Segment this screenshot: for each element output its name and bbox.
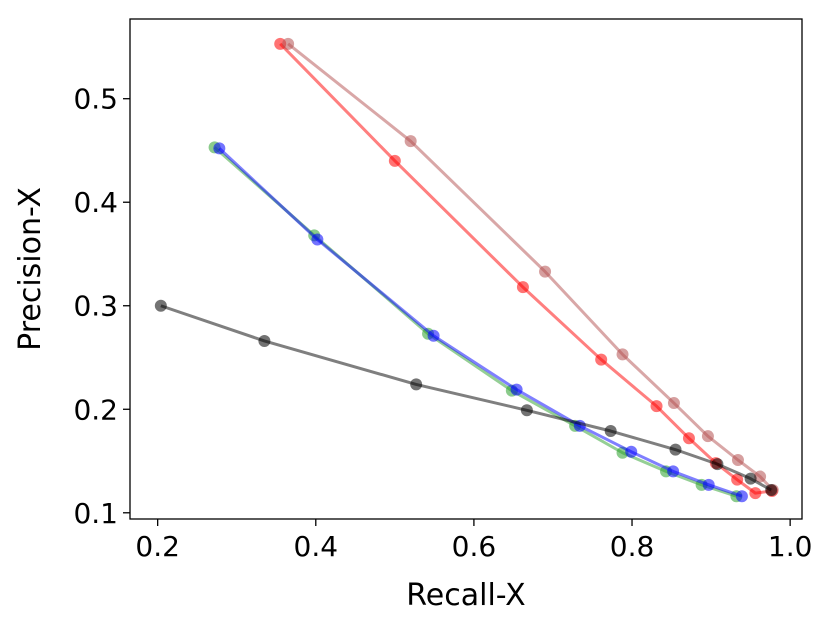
- data-point: [213, 142, 226, 155]
- data-point: [539, 265, 552, 278]
- data-point: [516, 281, 529, 294]
- series-line: [218, 147, 743, 498]
- x-tick-label: 0.2: [135, 530, 180, 563]
- data-point: [258, 334, 271, 347]
- data-point: [520, 404, 533, 417]
- data-point: [625, 445, 638, 458]
- data-point: [427, 329, 440, 342]
- plot-frame: [129, 18, 803, 520]
- data-point: [667, 465, 680, 478]
- x-tick-label: 0.8: [610, 530, 655, 563]
- y-tick-label: 0.5: [73, 83, 118, 116]
- series-line: [279, 42, 773, 495]
- x-tick-label: 0.4: [294, 530, 339, 563]
- series-line: [160, 304, 772, 492]
- data-point: [731, 453, 744, 466]
- series-4: [154, 299, 778, 497]
- series-line: [287, 42, 774, 492]
- data-point: [282, 37, 295, 50]
- data-point: [749, 487, 762, 500]
- data-point: [731, 473, 744, 486]
- data-point: [410, 378, 423, 391]
- data-point: [404, 135, 417, 148]
- data-point: [701, 430, 714, 443]
- data-point: [154, 299, 167, 312]
- series-0: [208, 141, 743, 503]
- x-tick-label: 1.0: [768, 530, 813, 563]
- data-point: [765, 484, 778, 497]
- data-point: [702, 478, 715, 491]
- data-point: [744, 472, 757, 485]
- data-point: [595, 353, 608, 366]
- data-point: [711, 458, 724, 471]
- data-point: [311, 233, 324, 246]
- data-point: [510, 383, 523, 396]
- data-point: [667, 397, 680, 410]
- series-2: [274, 37, 778, 500]
- data-point: [650, 400, 663, 413]
- data-point: [754, 470, 767, 483]
- data-point: [669, 443, 682, 456]
- plot-area: [154, 37, 779, 503]
- data-point: [604, 425, 617, 438]
- y-axis-title: Precision-X: [13, 187, 48, 351]
- y-tick-label: 0.4: [73, 186, 118, 219]
- series-3: [282, 37, 779, 497]
- data-point: [388, 154, 401, 167]
- y-tick-label: 0.1: [73, 497, 118, 530]
- data-point: [616, 348, 629, 361]
- x-axis-title: Recall-X: [406, 578, 525, 613]
- data-point: [682, 432, 695, 445]
- x-tick-label: 0.6: [452, 530, 497, 563]
- data-point: [735, 490, 748, 503]
- y-tick-label: 0.3: [73, 290, 118, 323]
- ticks: 0.2 0.4 0.6 0.8 1.0 0.1 0.2 0.3 0.4 0.5: [73, 83, 812, 563]
- y-tick-label: 0.2: [73, 393, 118, 426]
